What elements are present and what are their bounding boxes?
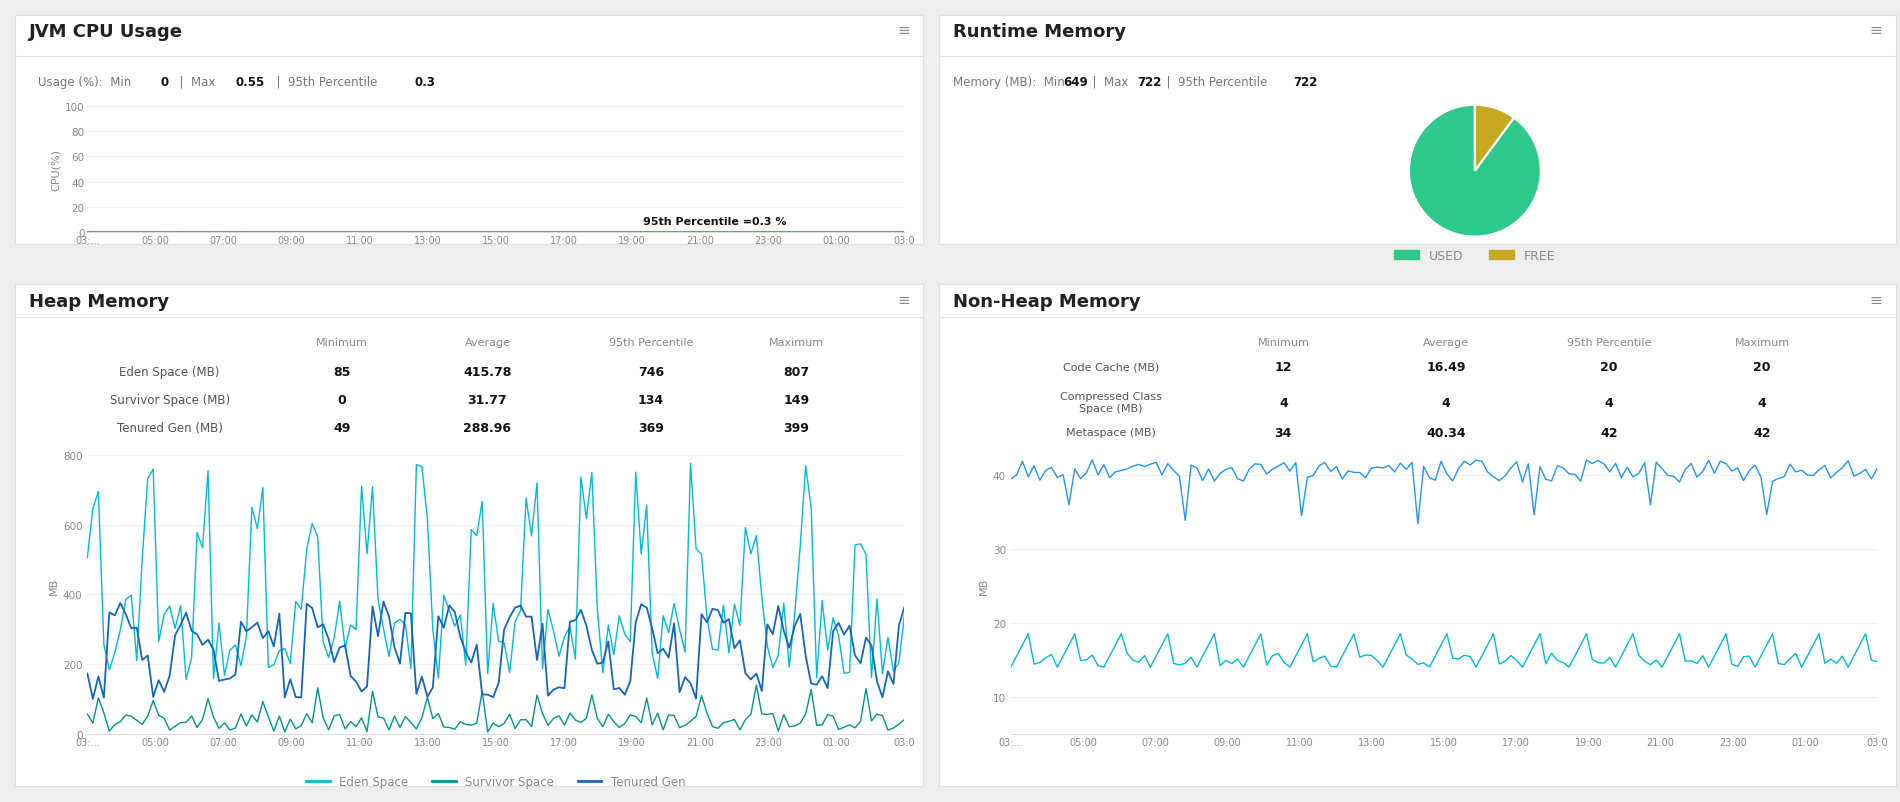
Text: 4: 4 bbox=[1758, 396, 1767, 409]
Text: Runtime Memory: Runtime Memory bbox=[954, 23, 1127, 41]
Wedge shape bbox=[1410, 106, 1541, 237]
Text: 288.96: 288.96 bbox=[464, 421, 511, 434]
Wedge shape bbox=[1474, 106, 1514, 172]
Y-axis label: MB: MB bbox=[978, 577, 988, 594]
Text: 4: 4 bbox=[1279, 396, 1288, 409]
Text: 85: 85 bbox=[334, 366, 352, 379]
Text: 134: 134 bbox=[638, 394, 663, 407]
Text: 722: 722 bbox=[1292, 75, 1317, 88]
Legend: Eden Space, Survivor Space, Tenured Gen: Eden Space, Survivor Space, Tenured Gen bbox=[302, 771, 690, 793]
Y-axis label: MB: MB bbox=[49, 577, 59, 594]
Text: Maximum: Maximum bbox=[770, 338, 825, 347]
Text: ≡: ≡ bbox=[1870, 292, 1881, 307]
Y-axis label: CPU(%): CPU(%) bbox=[51, 148, 61, 191]
Text: Average: Average bbox=[464, 338, 511, 347]
Text: |  Max: | Max bbox=[1085, 75, 1132, 88]
Text: 369: 369 bbox=[638, 421, 663, 434]
Text: 42: 42 bbox=[1600, 426, 1617, 439]
Text: |  95th Percentile: | 95th Percentile bbox=[270, 75, 382, 88]
Text: 746: 746 bbox=[638, 366, 663, 379]
Text: |  95th Percentile: | 95th Percentile bbox=[1159, 75, 1271, 88]
Text: 0.55: 0.55 bbox=[236, 75, 266, 88]
Text: 722: 722 bbox=[1136, 75, 1161, 88]
Text: Heap Memory: Heap Memory bbox=[28, 292, 169, 310]
Legend: USED, FREE: USED, FREE bbox=[1389, 245, 1560, 267]
Text: 34: 34 bbox=[1275, 426, 1292, 439]
Text: 399: 399 bbox=[783, 421, 809, 434]
Text: Non-Heap Memory: Non-Heap Memory bbox=[954, 292, 1140, 310]
Text: 0: 0 bbox=[160, 75, 169, 88]
Text: ≡: ≡ bbox=[897, 292, 910, 307]
Text: 0.3: 0.3 bbox=[414, 75, 435, 88]
Text: 95th Percentile: 95th Percentile bbox=[608, 338, 694, 347]
Text: Eden Space (MB): Eden Space (MB) bbox=[120, 366, 220, 379]
Text: 4: 4 bbox=[1604, 396, 1613, 409]
Text: 42: 42 bbox=[1754, 426, 1771, 439]
Text: ≡: ≡ bbox=[1870, 23, 1881, 38]
Text: Code Cache (MB): Code Cache (MB) bbox=[1062, 363, 1159, 372]
Text: 807: 807 bbox=[783, 366, 809, 379]
Text: Maximum: Maximum bbox=[1735, 338, 1790, 347]
Text: Minimum: Minimum bbox=[1258, 338, 1309, 347]
Text: 415.78: 415.78 bbox=[464, 366, 511, 379]
Text: Compressed Class
Space (MB): Compressed Class Space (MB) bbox=[1060, 391, 1163, 413]
Text: Average: Average bbox=[1423, 338, 1469, 347]
Text: |  Max: | Max bbox=[173, 75, 219, 88]
Text: 95th Percentile =0.3 %: 95th Percentile =0.3 % bbox=[642, 217, 787, 227]
Text: 40.34: 40.34 bbox=[1427, 426, 1467, 439]
Text: 649: 649 bbox=[1064, 75, 1089, 88]
Text: 95th Percentile: 95th Percentile bbox=[1568, 338, 1651, 347]
Text: 16.49: 16.49 bbox=[1427, 361, 1467, 374]
Text: 31.77: 31.77 bbox=[467, 394, 507, 407]
Text: Tenured Gen (MB): Tenured Gen (MB) bbox=[116, 421, 222, 434]
Text: Survivor Space (MB): Survivor Space (MB) bbox=[110, 394, 230, 407]
Text: ≡: ≡ bbox=[897, 23, 910, 38]
Text: Memory (MB):  Min: Memory (MB): Min bbox=[954, 75, 1068, 88]
Text: 0: 0 bbox=[338, 394, 346, 407]
Text: 20: 20 bbox=[1600, 361, 1617, 374]
Text: JVM CPU Usage: JVM CPU Usage bbox=[28, 23, 182, 41]
Text: 12: 12 bbox=[1275, 361, 1292, 374]
Text: Metaspace (MB): Metaspace (MB) bbox=[1066, 427, 1155, 438]
Text: Usage (%):  Min: Usage (%): Min bbox=[38, 75, 135, 88]
Text: Minimum: Minimum bbox=[315, 338, 369, 347]
Text: 4: 4 bbox=[1442, 396, 1450, 409]
Text: 149: 149 bbox=[783, 394, 809, 407]
Text: 20: 20 bbox=[1754, 361, 1771, 374]
Text: 49: 49 bbox=[334, 421, 352, 434]
